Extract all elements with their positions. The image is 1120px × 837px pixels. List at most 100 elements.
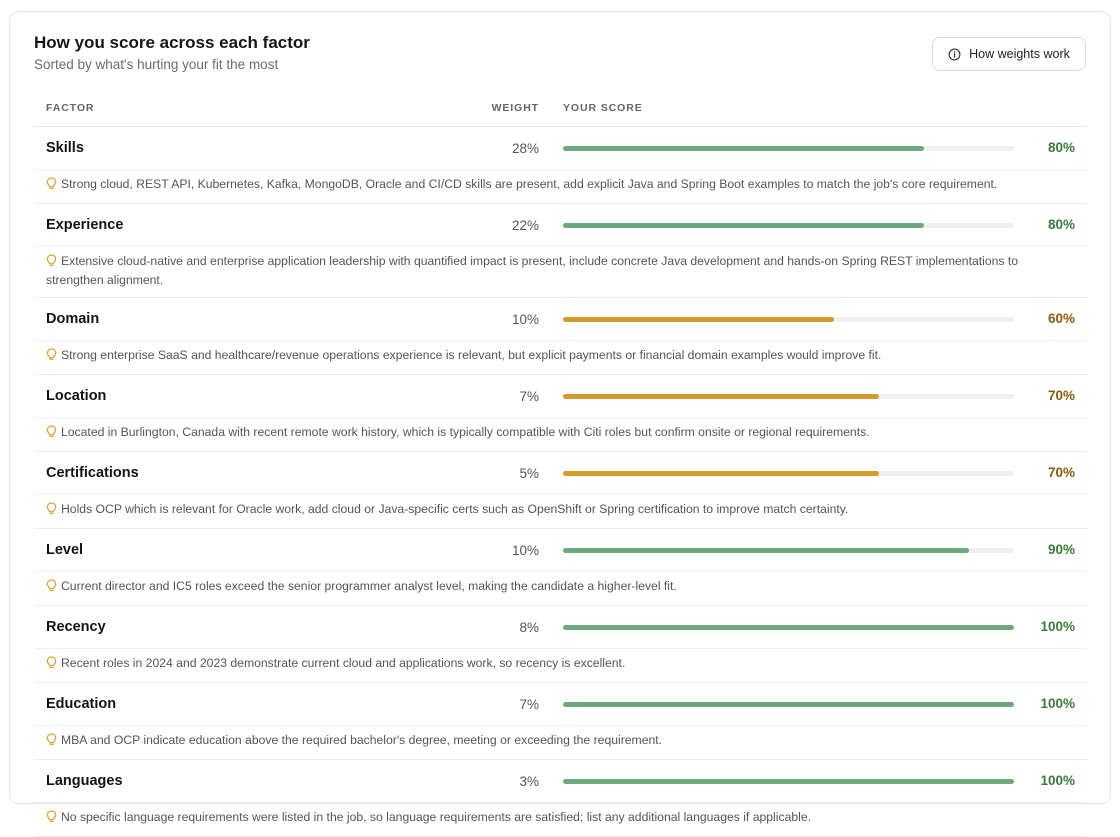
score-bar-fill	[563, 625, 1014, 630]
factor-row-main: Education 7% 100%	[34, 683, 1087, 726]
factor-tip: Strong enterprise SaaS and healthcare/re…	[34, 341, 1087, 374]
score-bar-fill	[563, 702, 1014, 707]
factor-name: Languages	[46, 773, 123, 789]
factor-name: Location	[46, 388, 107, 404]
lightbulb-icon	[46, 810, 57, 828]
factor-tip-text: MBA and OCP indicate education above the…	[61, 733, 663, 747]
factor-row-level: Level 10% 90% Current director and IC5 role…	[34, 529, 1087, 606]
factor-name: Skills	[46, 140, 84, 156]
factor-tip-text: No specific language requirements were l…	[61, 810, 811, 824]
factor-row-main: Certifications 5% 70%	[34, 452, 1087, 495]
factor-row-main: Location 7% 70%	[34, 375, 1087, 418]
factor-row-main: Level 10% 90%	[34, 529, 1087, 572]
factor-score: 100%	[1040, 696, 1075, 711]
factor-tip: Current director and IC5 roles exceed th…	[34, 572, 1087, 605]
factor-tip: Extensive cloud-native and enterprise ap…	[34, 247, 1087, 297]
score-bar-fill	[563, 548, 969, 553]
factor-row-main: Domain 10% 60%	[34, 298, 1087, 341]
factor-name: Experience	[46, 217, 124, 233]
table-header: FACTOR WEIGHT YOUR SCORE	[34, 97, 1087, 127]
factor-score: 90%	[1047, 542, 1075, 557]
factor-weight: 7%	[519, 389, 539, 404]
factor-tip-text: Strong cloud, REST API, Kubernetes, Kafk…	[61, 177, 998, 191]
factor-name: Level	[46, 542, 84, 558]
column-header-score: YOUR SCORE	[563, 102, 643, 114]
score-bar-track	[563, 779, 1014, 784]
lightbulb-icon	[46, 579, 57, 597]
factor-score: 100%	[1040, 619, 1075, 634]
score-bar-track	[563, 471, 1014, 476]
factor-row-location: Location 7% 70% Located in Burlington, Cana…	[34, 375, 1087, 452]
factor-row-skills: Skills 28% 80% Strong cloud, REST API, Kube…	[34, 127, 1087, 204]
factor-tip-text: Holds OCP which is relevant for Oracle w…	[61, 502, 849, 516]
factor-row-main: Languages 3% 100%	[34, 760, 1087, 803]
factor-score: 100%	[1040, 773, 1075, 788]
lightbulb-icon	[46, 425, 57, 443]
factor-name: Education	[46, 696, 117, 712]
factor-row-main: Recency 8% 100%	[34, 606, 1087, 649]
how-weights-work-button[interactable]: How weights work	[932, 37, 1086, 71]
factor-tip-text: Current director and IC5 roles exceed th…	[61, 579, 677, 593]
score-bar-track	[563, 702, 1014, 707]
score-bar-fill	[563, 779, 1014, 784]
score-bar-track	[563, 223, 1014, 228]
score-bar-track	[563, 394, 1014, 399]
factor-rows: Skills 28% 80% Strong cloud, REST API, Kube…	[34, 127, 1087, 837]
factor-tip-text: Extensive cloud-native and enterprise ap…	[46, 254, 1019, 287]
lightbulb-icon	[46, 348, 57, 366]
score-bar-track	[563, 548, 1014, 553]
card-title: How you score across each factor	[34, 33, 310, 52]
factor-row-education: Education 7% 100% MBA and OCP indicate educ…	[34, 683, 1087, 760]
factor-row-experience: Experience 22% 80% Extensive cloud-native a…	[34, 204, 1087, 298]
factor-row-recency: Recency 8% 100% Recent roles in 2024 and 20…	[34, 606, 1087, 683]
factor-weight: 3%	[519, 774, 539, 789]
factor-tip-text: Located in Burlington, Canada with recen…	[61, 425, 870, 439]
lightbulb-icon	[46, 656, 57, 674]
factor-tip: No specific language requirements were l…	[34, 803, 1087, 836]
score-bar-track	[563, 146, 1014, 151]
factor-weight: 10%	[511, 543, 539, 558]
factor-tip: Recent roles in 2024 and 2023 demonstrat…	[34, 649, 1087, 682]
lightbulb-icon	[46, 502, 57, 520]
score-bar-track	[563, 625, 1014, 630]
factor-tip-text: Strong enterprise SaaS and healthcare/re…	[61, 348, 882, 362]
lightbulb-icon	[46, 254, 57, 272]
column-header-weight: WEIGHT	[491, 102, 539, 114]
factor-row-certifications: Certifications 5% 70% Holds OCP which is re…	[34, 452, 1087, 529]
factor-score: 60%	[1047, 311, 1075, 326]
lightbulb-icon	[46, 177, 57, 195]
info-icon	[948, 48, 961, 61]
score-bar-fill	[563, 471, 879, 476]
score-bar-track	[563, 317, 1014, 322]
score-bar-fill	[563, 146, 924, 151]
card-subtitle: Sorted by what's hurting your fit the mo…	[34, 57, 279, 72]
factor-weight: 7%	[519, 697, 539, 712]
how-weights-work-label: How weights work	[969, 47, 1070, 61]
score-bar-fill	[563, 394, 879, 399]
factor-row-languages: Languages 3% 100% No specific language requ…	[34, 760, 1087, 837]
column-header-factor: FACTOR	[46, 102, 95, 114]
factor-score: 70%	[1047, 465, 1075, 480]
factor-score-card: How you score across each factor Sorted …	[9, 11, 1111, 837]
factor-row-main: Skills 28% 80%	[34, 127, 1087, 170]
factor-score: 80%	[1047, 140, 1075, 155]
factor-tip: MBA and OCP indicate education above the…	[34, 726, 1087, 759]
factor-weight: 22%	[511, 218, 539, 233]
factor-tip: Holds OCP which is relevant for Oracle w…	[34, 495, 1087, 528]
factor-tip: Located in Burlington, Canada with recen…	[34, 418, 1087, 451]
score-bar-fill	[563, 317, 834, 322]
lightbulb-icon	[46, 733, 57, 751]
factor-weight: 28%	[511, 141, 539, 156]
factor-weight: 10%	[511, 312, 539, 327]
factor-tip-text: Recent roles in 2024 and 2023 demonstrat…	[61, 656, 626, 670]
factor-row-main: Experience 22% 80%	[34, 204, 1087, 247]
factor-score: 70%	[1047, 388, 1075, 403]
factor-weight: 8%	[519, 620, 539, 635]
score-bar-fill	[563, 223, 924, 228]
factor-score: 80%	[1047, 217, 1075, 232]
factor-tip: Strong cloud, REST API, Kubernetes, Kafk…	[34, 170, 1087, 203]
factor-name: Certifications	[46, 465, 139, 481]
factor-row-domain: Domain 10% 60% Strong enterprise SaaS and h…	[34, 298, 1087, 375]
factor-name: Recency	[46, 619, 106, 635]
factor-name: Domain	[46, 311, 100, 327]
